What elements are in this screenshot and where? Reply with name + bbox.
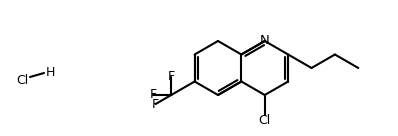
Text: F: F xyxy=(152,98,159,110)
Text: N: N xyxy=(260,35,269,47)
Text: F: F xyxy=(150,89,157,101)
Text: H: H xyxy=(46,67,55,80)
Text: Cl: Cl xyxy=(16,75,28,87)
Text: Cl: Cl xyxy=(259,114,271,126)
Text: F: F xyxy=(168,70,175,84)
